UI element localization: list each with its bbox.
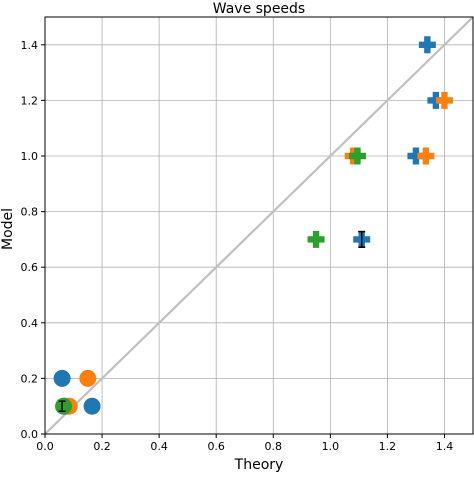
identity-reference-line: [44, 16, 474, 435]
x-tick-label: 1.2: [379, 440, 397, 453]
y-tick-label: 0.2: [21, 372, 39, 385]
data-point-plus: [418, 36, 436, 54]
grid: [44, 17, 473, 435]
error-bars: [58, 230, 366, 412]
data-point-plus: [427, 91, 445, 109]
data-point-circle: [53, 369, 71, 387]
x-tick-label: 0.8: [265, 440, 283, 453]
y-tick-label: 0.4: [21, 317, 39, 330]
plot-area-frame: [44, 16, 474, 435]
y-axis-label: Model: [0, 208, 16, 250]
y-axis-ticks: 0.0 0.2 0.4 0.6 0.8 1.0 1.2 1.4: [21, 39, 45, 441]
data-points: [53, 36, 453, 415]
x-tick-label: 1.0: [322, 440, 340, 453]
x-tick-label: 0.0: [36, 440, 54, 453]
y-tick-label: 0.8: [21, 206, 39, 219]
data-point-plus: [417, 147, 435, 165]
y-tick-label: 1.2: [21, 94, 39, 107]
x-tick-label: 0.2: [93, 440, 111, 453]
data-point-circle: [79, 369, 97, 387]
x-tick-label: 0.6: [207, 440, 225, 453]
data-point-plus: [348, 147, 366, 165]
x-tick-label: 0.4: [150, 440, 168, 453]
y-tick-label: 0.0: [21, 428, 39, 441]
y-tick-label: 0.6: [21, 261, 39, 274]
data-point-circle: [83, 397, 101, 415]
y-tick-label: 1.0: [21, 150, 39, 163]
data-point-plus: [307, 230, 325, 248]
data-point-plus: [435, 91, 453, 109]
data-point-plus: [407, 147, 425, 165]
data-point-circle: [55, 397, 73, 415]
x-axis-ticks: 0.0 0.2 0.4 0.6 0.8 1.0 1.2 1.4: [36, 434, 453, 453]
x-axis-label: Theory: [234, 457, 284, 473]
x-tick-label: 1.4: [436, 440, 454, 453]
chart-title: Wave speeds: [213, 1, 305, 17]
y-tick-label: 1.4: [21, 39, 39, 52]
